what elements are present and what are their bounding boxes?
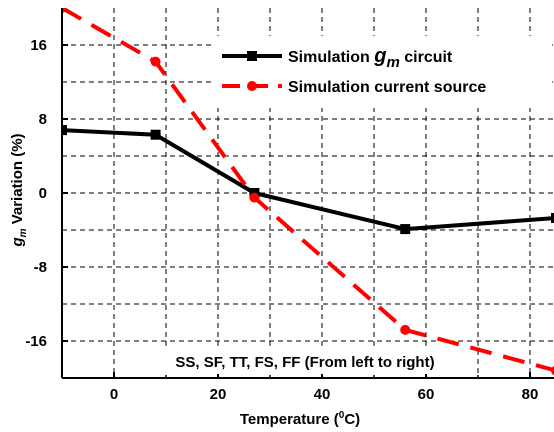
- y-tick-label: 0: [39, 185, 47, 202]
- data-point-marker: [400, 224, 411, 235]
- data-point-marker: [62, 125, 67, 136]
- series-line-0: [62, 128, 554, 232]
- data-point-marker: [150, 129, 161, 140]
- annotation: SS, SF, TT, FS, FF (From left to right): [145, 348, 465, 374]
- x-tick-label: 80: [522, 386, 539, 403]
- x-tick-label: 20: [210, 386, 227, 403]
- legend-background: [212, 36, 552, 108]
- y-tick-label: -16: [25, 333, 47, 350]
- legend-label-current-source: Simulation current source: [288, 79, 486, 96]
- y-tick-label: -8: [34, 259, 47, 276]
- y-tick-label: 16: [30, 37, 47, 54]
- annotation-background: [145, 348, 465, 374]
- x-tick-label: 0: [110, 386, 118, 403]
- legend-marker-gm-circuit: [247, 51, 257, 61]
- legend: Simulation gm circuit Simulation current…: [212, 36, 552, 108]
- tick-labels: 0 20 40 60 80 -16 -8 0 8 16: [25, 37, 538, 403]
- data-point-marker: [62, 8, 67, 13]
- x-axis-label: Temperature (0C): [240, 410, 360, 428]
- y-axis-label: gm Variation (%): [9, 133, 29, 247]
- legend-marker-current-source: [247, 81, 257, 91]
- series-markers: [62, 8, 554, 376]
- data-point-marker: [249, 192, 260, 203]
- annotation-text: SS, SF, TT, FS, FF (From left to right): [175, 354, 434, 371]
- y-tick-label: 8: [39, 111, 47, 128]
- legend-label-gm-circuit: Simulation gm circuit: [288, 45, 453, 71]
- data-point-marker: [400, 324, 411, 335]
- x-tick-label: 60: [418, 386, 435, 403]
- data-point-marker: [551, 212, 554, 223]
- data-point-marker: [150, 56, 161, 67]
- data-point-marker: [551, 366, 554, 376]
- x-tick-label: 40: [314, 386, 331, 403]
